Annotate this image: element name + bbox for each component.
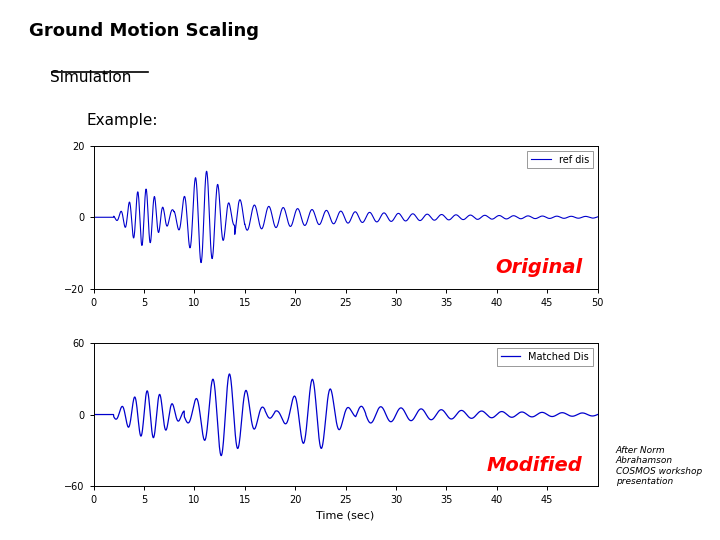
Text: Simulation: Simulation (50, 70, 132, 85)
X-axis label: Time (sec): Time (sec) (317, 511, 374, 521)
ref dis (593, 214, 602, 220)
Matched Dis (217, 453, 225, 459)
ref dis (197, 259, 205, 266)
Matched Dis (335, 427, 343, 433)
Text: After Norm
Abrahamson
COSMOS workshop
presentation: After Norm Abrahamson COSMOS workshop pr… (616, 446, 702, 486)
Matched Dis (487, 414, 495, 421)
Legend: ref dis: ref dis (528, 151, 593, 168)
Matched Dis (322, 414, 330, 420)
ref dis (487, 215, 495, 222)
Text: Original: Original (495, 258, 582, 278)
ref dis (89, 214, 98, 220)
Matched Dis (593, 411, 602, 418)
Text: Modified: Modified (487, 456, 582, 475)
Text: Ground Motion Scaling: Ground Motion Scaling (29, 22, 258, 39)
ref dis (322, 207, 330, 214)
ref dis (335, 210, 343, 216)
ref dis (115, 212, 124, 219)
Line: ref dis: ref dis (94, 171, 598, 262)
Matched Dis (225, 371, 234, 377)
Matched Dis (115, 410, 124, 416)
Text: Example:: Example: (86, 113, 158, 129)
Legend: Matched Dis: Matched Dis (497, 348, 593, 366)
Line: Matched Dis: Matched Dis (94, 374, 598, 456)
ref dis (202, 168, 211, 174)
ref dis (579, 213, 588, 220)
Matched Dis (579, 410, 588, 416)
ref dis (579, 214, 588, 220)
Matched Dis (579, 410, 588, 416)
Matched Dis (89, 411, 98, 418)
